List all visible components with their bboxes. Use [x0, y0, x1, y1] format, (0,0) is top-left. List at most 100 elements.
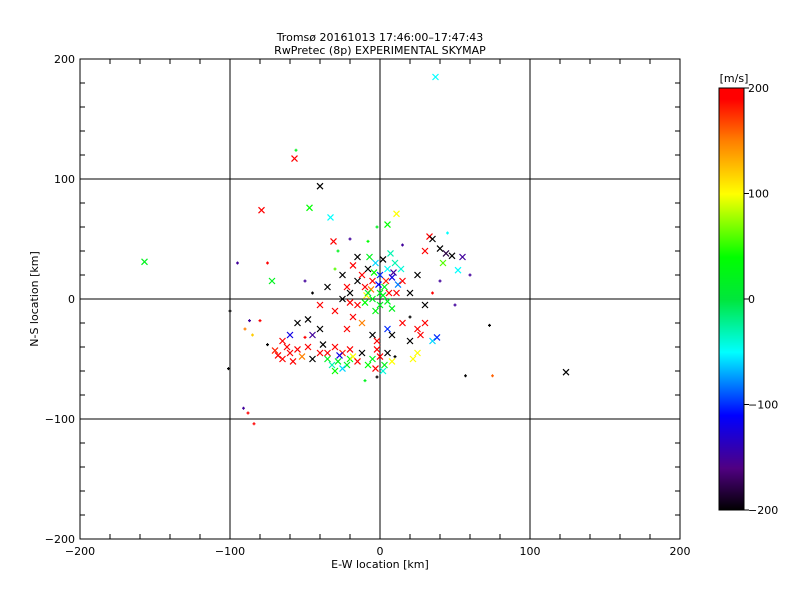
data-point-cross — [376, 353, 384, 361]
colorbar-segment — [719, 133, 744, 135]
colorbar-segment — [719, 204, 744, 206]
colorbar-segment — [719, 311, 744, 313]
colorbar-segment — [719, 501, 744, 503]
y-tick-label: 100 — [54, 173, 75, 186]
colorbar-segment — [719, 386, 744, 388]
data-point-cross — [306, 204, 313, 212]
colorbar-segment — [719, 298, 744, 300]
data-point-cross — [369, 277, 376, 285]
colorbar-segment — [719, 395, 744, 397]
colorbar-segment — [719, 102, 744, 104]
data-point-cross — [271, 347, 279, 355]
colorbar-segment — [719, 392, 744, 394]
data-point-cross — [379, 367, 387, 375]
data-point-plus — [242, 406, 245, 410]
data-point-plus — [227, 367, 230, 371]
data-point-cross — [414, 325, 421, 333]
y-tick-label: 0 — [68, 293, 75, 306]
colorbar-segment — [719, 372, 744, 374]
colorbar-segment — [719, 328, 744, 330]
data-point-cross — [429, 337, 436, 345]
colorbar-segment — [719, 436, 744, 438]
colorbar-segment — [719, 471, 744, 473]
colorbar-segment — [719, 385, 744, 387]
colorbar-segment — [719, 339, 744, 341]
data-point-cross — [354, 357, 361, 365]
data-point-cross — [384, 265, 391, 273]
data-point-cross — [432, 73, 439, 81]
colorbar-segment — [719, 442, 744, 444]
data-point-plus — [251, 333, 254, 337]
colorbar-segment — [719, 179, 744, 181]
colorbar-segment — [719, 291, 744, 293]
colorbar-segment — [719, 136, 744, 138]
colorbar-segment — [719, 198, 744, 200]
colorbar-segment — [719, 457, 744, 459]
colorbar-segment — [719, 190, 744, 192]
colorbar-segment — [719, 297, 744, 299]
colorbar-segment — [719, 212, 744, 214]
colorbar-segment — [719, 296, 744, 298]
colorbar-segment — [719, 203, 744, 205]
data-point-cross — [364, 265, 372, 273]
colorbar-segment — [719, 411, 744, 413]
colorbar-segment — [719, 459, 744, 461]
colorbar-segment — [719, 113, 744, 115]
colorbar-segment — [719, 405, 744, 407]
colorbar-segment — [719, 408, 744, 410]
data-point-cross — [454, 266, 462, 274]
colorbar-segment — [719, 197, 744, 199]
colorbar-segment — [719, 145, 744, 147]
colorbar-segment — [719, 158, 744, 160]
colorbar-segment — [719, 115, 744, 117]
y-tick-label: −200 — [45, 533, 75, 546]
colorbar-segment — [719, 313, 744, 315]
colorbar-segment — [719, 222, 744, 224]
colorbar-segment — [719, 280, 744, 282]
data-point-cross — [562, 368, 570, 376]
colorbar-segment — [719, 415, 744, 417]
colorbar-segment — [719, 142, 744, 144]
data-point-plus — [375, 375, 379, 379]
data-point-cross — [309, 355, 316, 363]
colorbar-segment — [719, 472, 744, 474]
colorbar-segment — [719, 404, 744, 406]
colorbar-segment — [719, 424, 744, 426]
colorbar-segment — [719, 357, 744, 359]
chart-subtitle: RwPretec (8p) EXPERIMENTAL SKYMAP — [274, 44, 486, 57]
colorbar-segment — [719, 504, 744, 506]
x-tick-label: 0 — [377, 545, 384, 558]
colorbar-segment — [719, 310, 744, 312]
colorbar-segment — [719, 183, 744, 185]
colorbar-segment — [719, 99, 744, 101]
colorbar-segment — [719, 421, 744, 423]
colorbar-label: [m/s] — [720, 72, 749, 85]
x-tick-label: 100 — [520, 545, 541, 558]
x-axis-label: E-W location [km] — [331, 558, 429, 571]
colorbar-segment — [719, 288, 744, 290]
colorbar-segment — [719, 250, 744, 252]
data-point-plus — [236, 261, 239, 265]
colorbar-segment — [719, 88, 744, 90]
colorbar-segment — [719, 345, 744, 347]
data-point-cross — [384, 221, 391, 229]
colorbar-segment — [719, 192, 744, 194]
data-point-cross — [373, 345, 381, 353]
data-point-cross — [394, 281, 402, 289]
colorbar-segment — [719, 361, 744, 363]
colorbar-segment — [719, 162, 744, 164]
colorbar-segment — [719, 375, 744, 377]
data-point-cross — [364, 289, 372, 297]
colorbar: 200 100 0 −100 −200 — [718, 82, 778, 517]
colorbar-segment — [719, 154, 744, 156]
data-point-cross — [354, 301, 361, 309]
colorbar-segment — [719, 110, 744, 112]
data-point-cross — [397, 265, 405, 273]
colorbar-segment — [719, 123, 744, 125]
colorbar-segment — [719, 266, 744, 268]
colorbar-segment — [719, 172, 744, 174]
colorbar-segment — [719, 223, 744, 225]
colorbar-segment — [719, 255, 744, 257]
x-tick-label: 200 — [670, 545, 691, 558]
